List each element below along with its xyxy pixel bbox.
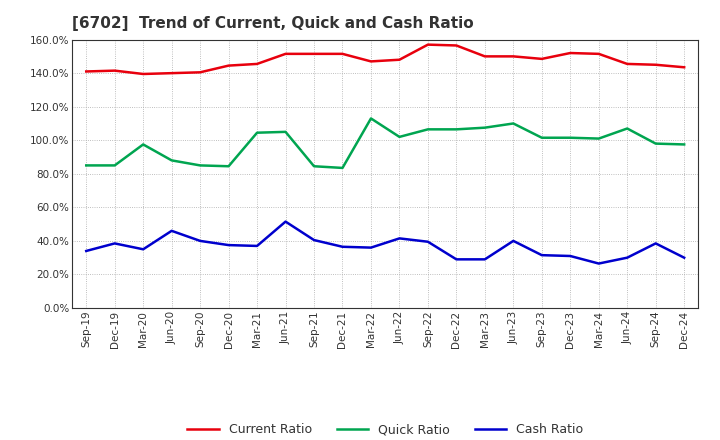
- Cash Ratio: [652, 241, 660, 246]
- Cash Ratio: [395, 236, 404, 241]
- Current Ratio: [82, 69, 91, 74]
- Cash Ratio: [110, 241, 119, 246]
- Current Ratio: [395, 57, 404, 62]
- Cash Ratio: [225, 242, 233, 248]
- Quick Ratio: [338, 165, 347, 171]
- Current Ratio: [423, 42, 432, 47]
- Current Ratio: [253, 61, 261, 66]
- Current Ratio: [652, 62, 660, 67]
- Current Ratio: [566, 50, 575, 55]
- Current Ratio: [139, 71, 148, 77]
- Current Ratio: [452, 43, 461, 48]
- Text: [6702]  Trend of Current, Quick and Cash Ratio: [6702] Trend of Current, Quick and Cash …: [72, 16, 474, 32]
- Quick Ratio: [509, 121, 518, 126]
- Quick Ratio: [480, 125, 489, 130]
- Cash Ratio: [480, 257, 489, 262]
- Cash Ratio: [82, 248, 91, 253]
- Quick Ratio: [537, 135, 546, 140]
- Quick Ratio: [253, 130, 261, 136]
- Line: Cash Ratio: Cash Ratio: [86, 222, 684, 264]
- Current Ratio: [338, 51, 347, 56]
- Quick Ratio: [366, 116, 375, 121]
- Cash Ratio: [366, 245, 375, 250]
- Quick Ratio: [139, 142, 148, 147]
- Current Ratio: [167, 70, 176, 76]
- Quick Ratio: [595, 136, 603, 141]
- Quick Ratio: [652, 141, 660, 146]
- Cash Ratio: [595, 261, 603, 266]
- Cash Ratio: [253, 243, 261, 249]
- Cash Ratio: [310, 238, 318, 243]
- Current Ratio: [623, 61, 631, 66]
- Cash Ratio: [566, 253, 575, 259]
- Quick Ratio: [225, 164, 233, 169]
- Line: Quick Ratio: Quick Ratio: [86, 118, 684, 168]
- Line: Current Ratio: Current Ratio: [86, 44, 684, 74]
- Cash Ratio: [167, 228, 176, 234]
- Cash Ratio: [452, 257, 461, 262]
- Quick Ratio: [196, 163, 204, 168]
- Current Ratio: [680, 65, 688, 70]
- Quick Ratio: [282, 129, 290, 135]
- Cash Ratio: [680, 255, 688, 260]
- Current Ratio: [595, 51, 603, 56]
- Cash Ratio: [509, 238, 518, 244]
- Quick Ratio: [452, 127, 461, 132]
- Current Ratio: [225, 63, 233, 68]
- Current Ratio: [537, 56, 546, 62]
- Current Ratio: [282, 51, 290, 56]
- Quick Ratio: [566, 135, 575, 140]
- Quick Ratio: [110, 163, 119, 168]
- Cash Ratio: [423, 239, 432, 244]
- Quick Ratio: [423, 127, 432, 132]
- Cash Ratio: [623, 255, 631, 260]
- Current Ratio: [480, 54, 489, 59]
- Current Ratio: [310, 51, 318, 56]
- Cash Ratio: [338, 244, 347, 249]
- Quick Ratio: [167, 158, 176, 163]
- Current Ratio: [110, 68, 119, 73]
- Quick Ratio: [82, 163, 91, 168]
- Current Ratio: [509, 54, 518, 59]
- Quick Ratio: [310, 164, 318, 169]
- Cash Ratio: [196, 238, 204, 244]
- Quick Ratio: [395, 134, 404, 139]
- Cash Ratio: [282, 219, 290, 224]
- Cash Ratio: [139, 247, 148, 252]
- Current Ratio: [366, 59, 375, 64]
- Current Ratio: [196, 70, 204, 75]
- Quick Ratio: [623, 126, 631, 131]
- Cash Ratio: [537, 253, 546, 258]
- Quick Ratio: [680, 142, 688, 147]
- Legend: Current Ratio, Quick Ratio, Cash Ratio: Current Ratio, Quick Ratio, Cash Ratio: [182, 418, 588, 440]
